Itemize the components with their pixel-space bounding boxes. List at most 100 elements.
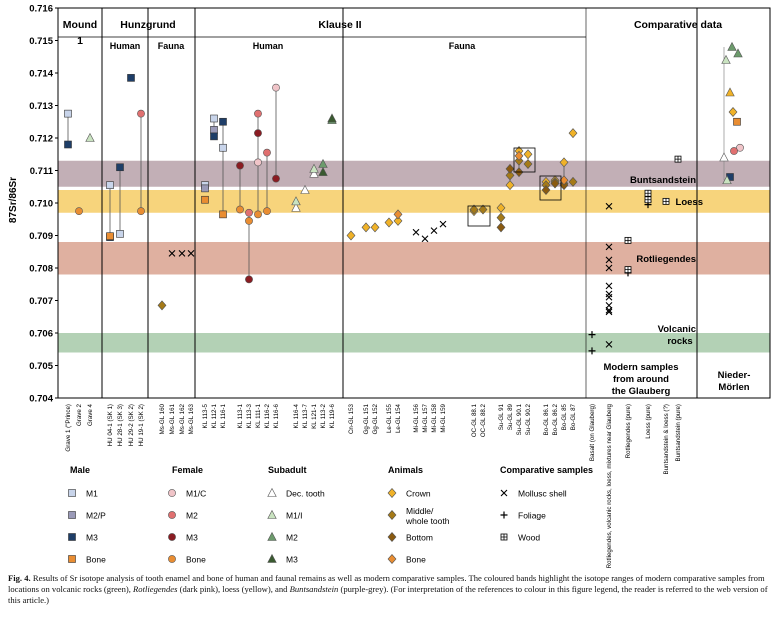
- legend-marker-stroke: [500, 489, 508, 497]
- nieder-label: Mörlen: [718, 382, 749, 393]
- legend-marker-cross: [501, 534, 507, 540]
- legend-marker: [168, 533, 176, 541]
- legend-label: Bone: [406, 555, 426, 565]
- x-category-label: Mi-GL 158: [431, 403, 438, 432]
- point-m2: [254, 109, 262, 118]
- legend-marker: [387, 554, 397, 564]
- point-m1-i: [85, 132, 95, 142]
- legend-label: M3: [286, 555, 298, 565]
- legend-head: Animals: [388, 465, 423, 475]
- x-category-label: Su-GL 90.2: [525, 403, 532, 435]
- point-m1: [106, 181, 114, 189]
- x-category-label: KL 119-6: [329, 403, 336, 428]
- point-bottom: [541, 185, 551, 195]
- point-mollusc-shell-stroke: [605, 308, 613, 316]
- legend-marker: [267, 487, 277, 497]
- point-mollusc-shell: [412, 228, 420, 236]
- axes: 0.704 0.705 0.706 0.707 0.708 0.709 0.710 0.711…: [8, 4, 771, 405]
- point-mollusc-shell: [187, 249, 195, 257]
- band-label-loess: Loess: [676, 197, 703, 208]
- modern-label: the Glauberg: [612, 386, 671, 397]
- legend-label: Bone: [186, 555, 206, 565]
- point-mollusc-shell: [605, 243, 613, 251]
- point-crown: [496, 202, 506, 213]
- point-m3-subadult-: [318, 166, 328, 176]
- point-nieder-moerlen: [721, 54, 731, 64]
- x-category-label: HU 29-2 (SK 2): [128, 404, 135, 446]
- point-m2: [245, 208, 253, 217]
- point-crown: [559, 157, 569, 168]
- point-bone-female-: [263, 207, 271, 216]
- point-mollusc-shell: [605, 202, 613, 210]
- x-category-label: Mi-GL 157: [422, 403, 429, 432]
- legend-label: M1/I: [286, 511, 303, 521]
- x-category-label: Le-GL 154: [395, 403, 402, 433]
- section-comparative: Comparative data: [634, 19, 722, 31]
- point-m3-female-: [236, 161, 244, 170]
- caption-text-3: (purple-grey). (For interpretation of th…: [8, 584, 768, 605]
- legend-label: M2: [286, 533, 298, 543]
- point-wood-cross: [645, 196, 651, 203]
- x-category-label: Ms-GL 163: [188, 403, 195, 434]
- point-wood: [674, 155, 682, 163]
- legend-head: Male: [70, 465, 90, 475]
- x-category-label: Grave 2: [76, 403, 83, 426]
- point-mollusc-shell-stroke: [178, 249, 186, 257]
- x-category-label: Ms-GL 161: [169, 403, 176, 434]
- point-mollusc-shell-stroke: [605, 301, 613, 309]
- point-mollusc-shell: [168, 249, 176, 257]
- point-wood: [644, 189, 652, 197]
- y-tick-label: 0.704: [29, 394, 53, 405]
- point-bone-animals-: [393, 209, 403, 220]
- point-mollusc-shell-stroke: [605, 306, 613, 314]
- point-mollusc-shell-stroke: [412, 228, 420, 236]
- x-category-label: Bo-GL 86.1: [543, 403, 550, 435]
- x-category-label: Bo-GL 85: [561, 403, 568, 430]
- point-foliage: [588, 331, 596, 339]
- point-nieder-moerlen: [725, 87, 735, 97]
- legend-label: M3: [186, 533, 198, 543]
- point-m1: [210, 114, 218, 123]
- legend-head: Subadult: [268, 465, 307, 475]
- legend-head: Comparative samples: [500, 465, 593, 475]
- legend-marker: [267, 553, 277, 563]
- point-crown: [393, 215, 403, 226]
- point-m3: [219, 117, 227, 126]
- x-category-label: KL 116-4: [293, 403, 300, 428]
- point-wood-cross: [675, 156, 681, 163]
- x-category-label: Su-GL 90.1: [516, 403, 523, 435]
- legend-marker-stroke: [500, 511, 508, 519]
- point-m3: [210, 132, 218, 141]
- point-foliage-stroke: [588, 347, 596, 355]
- section-mound-num: 1: [77, 35, 83, 47]
- point-crown: [505, 180, 515, 191]
- band-label-bunt: Buntsandstein: [630, 175, 696, 186]
- point-mollusc-shell-stroke: [421, 235, 429, 243]
- caption-fig-label: Fig. 4.: [8, 573, 31, 583]
- point-bone-female-: [137, 207, 145, 216]
- point-wood: [624, 266, 632, 274]
- point-m3: [116, 163, 124, 172]
- point-dec-tooth: [291, 202, 301, 212]
- point-nieder-moerlen: [730, 147, 738, 155]
- point-wood-cross: [663, 198, 669, 205]
- point-mollusc-shell: [178, 249, 186, 257]
- point-middle-whole-tooth: [469, 204, 479, 215]
- point-nieder-moerlen: [719, 152, 729, 162]
- point-mollusc-shell: [605, 301, 613, 309]
- caption-rot: Rotliegendes: [133, 584, 178, 594]
- isotope-chart: 0.704 0.705 0.706 0.707 0.708 0.709 0.710 0.711…: [8, 4, 771, 568]
- y-tick-label: 0.716: [29, 4, 53, 15]
- point-nieder-moerlen: [733, 48, 743, 58]
- point-bone-female-: [254, 210, 262, 219]
- x-category-label: KL 113-5: [202, 403, 209, 428]
- point-middle-whole-tooth: [478, 204, 488, 215]
- y-axis-label: 87Sr/86Sr: [8, 177, 19, 223]
- x-category-label: KL 113-2: [320, 403, 327, 428]
- legend-label: M2/P: [86, 511, 106, 521]
- point-mollusc-shell: [605, 293, 613, 301]
- legend-marker: [68, 489, 76, 497]
- x-category-label: Buntsandstein & loess (?): [663, 404, 670, 475]
- point-bone-female-: [245, 216, 253, 225]
- point-m2: [137, 109, 145, 118]
